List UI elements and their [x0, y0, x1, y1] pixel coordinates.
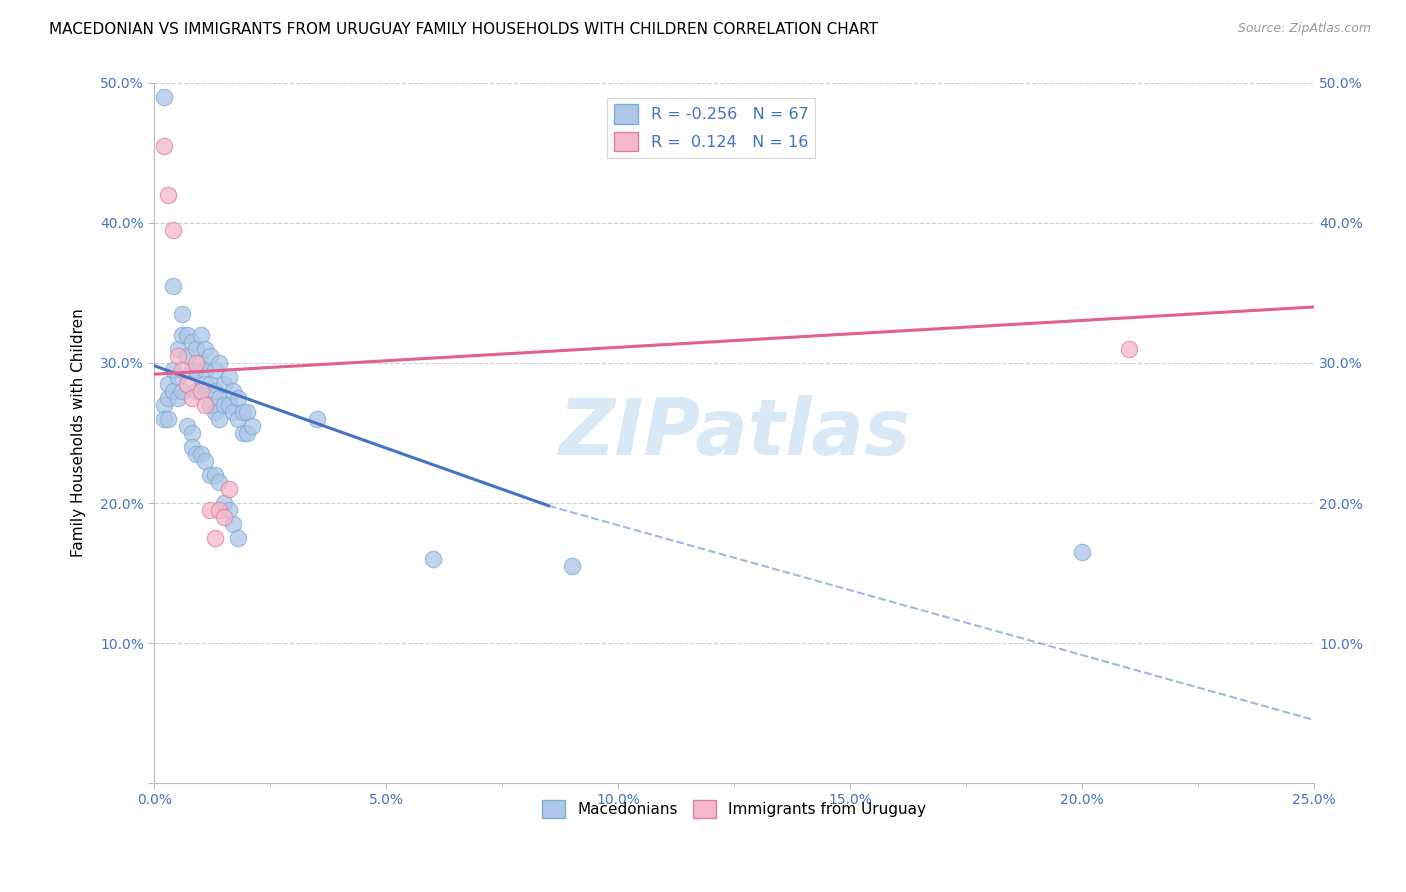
Point [194, 398, 217, 412]
Point [176, 349, 198, 363]
Point [236, 425, 259, 440]
Point [218, 370, 240, 384]
Point [186, 384, 208, 398]
Point [180, 334, 202, 349]
Point [186, 363, 208, 377]
Point [172, 363, 194, 377]
Point [422, 552, 444, 566]
Point [180, 363, 202, 377]
Point [198, 376, 221, 391]
Point [222, 384, 245, 398]
Point [152, 412, 174, 426]
Point [157, 412, 180, 426]
Y-axis label: Family Households with Children: Family Households with Children [72, 309, 86, 558]
Point [176, 376, 198, 391]
Text: Source: ZipAtlas.com: Source: ZipAtlas.com [1237, 22, 1371, 36]
Point [212, 376, 235, 391]
Point [212, 510, 235, 524]
Point [157, 391, 180, 405]
Point [232, 425, 254, 440]
Point [190, 356, 212, 370]
Point [222, 405, 245, 419]
Point [212, 398, 235, 412]
Point [157, 376, 180, 391]
Point [152, 90, 174, 104]
Point [190, 447, 212, 461]
Point [204, 363, 226, 377]
Point [1071, 545, 1094, 559]
Point [166, 342, 188, 356]
Point [208, 356, 231, 370]
Point [204, 531, 226, 545]
Point [208, 503, 231, 517]
Point [198, 468, 221, 483]
Text: MACEDONIAN VS IMMIGRANTS FROM URUGUAY FAMILY HOUSEHOLDS WITH CHILDREN CORRELATIO: MACEDONIAN VS IMMIGRANTS FROM URUGUAY FA… [49, 22, 879, 37]
Point [226, 531, 249, 545]
Point [561, 559, 583, 574]
Point [232, 405, 254, 419]
Point [218, 482, 240, 496]
Point [194, 376, 217, 391]
Point [222, 516, 245, 531]
Point [172, 328, 194, 343]
Point [208, 475, 231, 489]
Point [198, 503, 221, 517]
Point [226, 391, 249, 405]
Point [190, 384, 212, 398]
Point [236, 405, 259, 419]
Point [190, 328, 212, 343]
Text: ZIPatlas: ZIPatlas [558, 395, 911, 471]
Point [208, 391, 231, 405]
Point [1118, 342, 1140, 356]
Point [198, 349, 221, 363]
Point [162, 279, 184, 293]
Point [152, 139, 174, 153]
Point [162, 363, 184, 377]
Point [240, 419, 263, 434]
Point [152, 398, 174, 412]
Point [176, 419, 198, 434]
Point [218, 503, 240, 517]
Point [305, 412, 328, 426]
Point [186, 447, 208, 461]
Point [194, 363, 217, 377]
Point [212, 496, 235, 510]
Point [166, 370, 188, 384]
Point [180, 391, 202, 405]
Point [194, 342, 217, 356]
Point [204, 405, 226, 419]
Point [176, 328, 198, 343]
Legend: Macedonians, Immigrants from Uruguay: Macedonians, Immigrants from Uruguay [536, 794, 932, 824]
Point [208, 412, 231, 426]
Point [157, 188, 180, 202]
Point [204, 384, 226, 398]
Point [190, 384, 212, 398]
Point [198, 398, 221, 412]
Point [162, 384, 184, 398]
Point [180, 425, 202, 440]
Point [172, 307, 194, 321]
Point [180, 440, 202, 454]
Point [186, 356, 208, 370]
Point [166, 349, 188, 363]
Point [218, 398, 240, 412]
Point [172, 384, 194, 398]
Point [226, 412, 249, 426]
Point [162, 223, 184, 237]
Point [166, 391, 188, 405]
Point [194, 454, 217, 468]
Point [204, 468, 226, 483]
Point [186, 342, 208, 356]
